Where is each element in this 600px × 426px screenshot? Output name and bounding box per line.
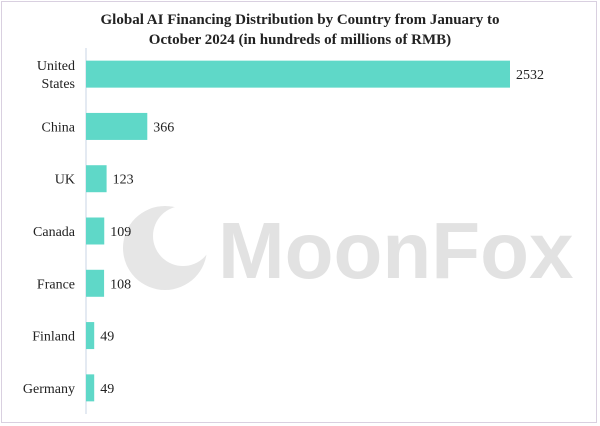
value-labels: 2532 366 123 109 108 49 49 — [100, 68, 544, 397]
category-label: States — [42, 77, 75, 92]
chart-title-line-2: October 2024 (in hundreds of millions of… — [148, 32, 452, 48]
chart-title-line-1: Global AI Financing Distribution by Coun… — [100, 12, 500, 28]
category-label: France — [37, 277, 75, 292]
bar — [86, 374, 95, 402]
category-label: Germany — [23, 382, 75, 397]
category-label: Finland — [32, 330, 75, 345]
bar — [86, 269, 105, 297]
bars-layer — [86, 60, 510, 402]
bar — [86, 112, 148, 140]
bar — [86, 217, 105, 245]
moonfox-logo-cutout — [153, 206, 213, 266]
bar — [86, 60, 510, 88]
value-label: 108 — [110, 277, 131, 292]
bar — [86, 165, 107, 193]
category-label: Canada — [33, 225, 76, 240]
category-labels: United States China UK Canada France Finland Ge… — [23, 59, 76, 397]
value-label: 49 — [100, 330, 114, 345]
watermark-text: MoonFox — [218, 206, 573, 295]
value-label: 366 — [153, 120, 174, 135]
value-label: 109 — [110, 225, 131, 240]
value-label: 2532 — [516, 68, 544, 83]
category-label: UK — [55, 173, 75, 188]
category-label: China — [42, 120, 76, 135]
bar — [86, 322, 95, 350]
category-label: United — [37, 59, 75, 74]
moonfox-watermark: MoonFox — [123, 206, 573, 295]
chart-title: Global AI Financing Distribution by Coun… — [0, 10, 600, 50]
value-label: 123 — [113, 173, 134, 188]
value-label: 49 — [100, 382, 114, 397]
